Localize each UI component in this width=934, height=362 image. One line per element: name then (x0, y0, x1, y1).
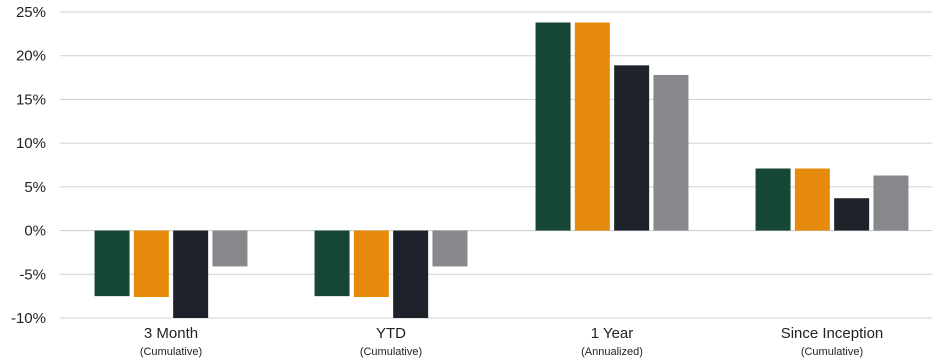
x-tick-sublabel: (Cumulative) (140, 346, 202, 358)
bars (94, 22, 909, 318)
x-tick-sublabel: (Cumulative) (801, 346, 863, 358)
x-tick-sublabel: (Annualized) (581, 346, 643, 358)
bar (614, 65, 650, 231)
bar (133, 230, 169, 298)
y-tick-label: -5% (19, 266, 46, 283)
bar (393, 230, 429, 318)
bar (173, 230, 209, 318)
y-tick-label: 10% (16, 135, 46, 152)
y-tick-label: -10% (11, 310, 46, 327)
x-tick-label: 1 Year (591, 325, 634, 342)
x-tick-label: Since Inception (781, 325, 884, 342)
bar (353, 230, 389, 298)
bar (432, 230, 468, 267)
bar (574, 22, 610, 231)
bar (794, 168, 830, 231)
y-axis-ticks: 25% 20% 15% 10% 5% 0% -5% -10% (11, 4, 46, 327)
y-tick-label: 0% (24, 223, 46, 240)
bar (653, 74, 689, 231)
bar (755, 168, 791, 231)
x-axis-labels: 3 Month (Cumulative) YTD (Cumulative) 1 Year… (140, 325, 883, 358)
bar (834, 198, 870, 231)
y-tick-label: 25% (16, 4, 46, 21)
bar (535, 22, 571, 231)
bar (314, 230, 350, 297)
bar (873, 175, 909, 231)
y-tick-label: 20% (16, 48, 46, 65)
bar (94, 230, 130, 297)
x-tick-label: YTD (376, 325, 406, 342)
bar (212, 230, 248, 267)
x-tick-sublabel: (Cumulative) (360, 346, 422, 358)
y-tick-label: 5% (24, 179, 46, 196)
y-tick-label: 15% (16, 91, 46, 108)
x-tick-label: 3 Month (144, 325, 198, 342)
